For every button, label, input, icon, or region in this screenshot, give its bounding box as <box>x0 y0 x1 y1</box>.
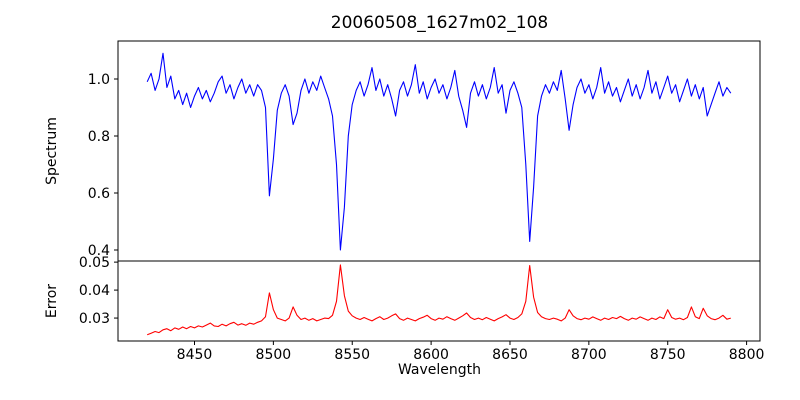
x-tick-label: 8800 <box>729 347 765 363</box>
spectrum-y-tick-label: 0.4 <box>88 243 110 259</box>
x-tick-label: 8750 <box>650 347 686 363</box>
error-line <box>146 264 731 336</box>
x-tick-label: 8600 <box>413 347 449 363</box>
x-axis-label: Wavelength <box>397 362 482 378</box>
error-y-tick-label: 0.05 <box>79 255 110 271</box>
spectrum-y-tick-label: 1.0 <box>88 72 110 88</box>
chart-title: 20060508_1627m02_108 <box>330 13 549 33</box>
x-tick-label: 8450 <box>177 347 213 363</box>
x-tick-label: 8550 <box>334 347 370 363</box>
spectrum-y-tick-label: 0.8 <box>88 129 110 145</box>
x-tick-label: 8500 <box>256 347 292 363</box>
spectrum-y-tick-label: 0.6 <box>88 186 110 202</box>
error-panel-border <box>117 260 761 342</box>
spectrum-line <box>146 52 732 251</box>
error-y-tick-label: 0.03 <box>79 311 110 327</box>
error-y-tick-label: 0.04 <box>79 283 110 299</box>
x-tick-label: 8700 <box>571 347 607 363</box>
spectrum-panel-border <box>117 40 761 262</box>
x-tick-label: 8650 <box>492 347 528 363</box>
